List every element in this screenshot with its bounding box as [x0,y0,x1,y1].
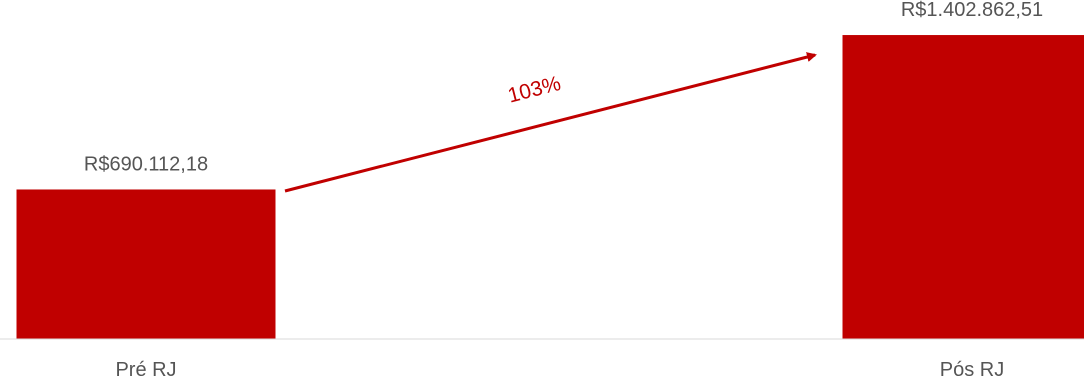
bar-pos-rj [842,35,1084,340]
growth-arrow [284,52,817,193]
x-tick-label-pos-rj: Pós RJ [940,359,1004,378]
x-tick-labels-group: Pré RJ Pós RJ [115,359,1004,378]
growth-percent-label: 103% [505,72,563,108]
x-tick-label-pre-rj: Pré RJ [115,359,176,378]
data-label-pre-rj: R$690.112,18 [84,153,208,175]
data-labels-group: R$690.112,18 R$1.402.862,51 [84,0,1043,175]
data-label-pos-rj: R$1.402.862,51 [901,0,1043,21]
bars-group [16,35,1084,340]
bar-pre-rj [16,189,276,339]
